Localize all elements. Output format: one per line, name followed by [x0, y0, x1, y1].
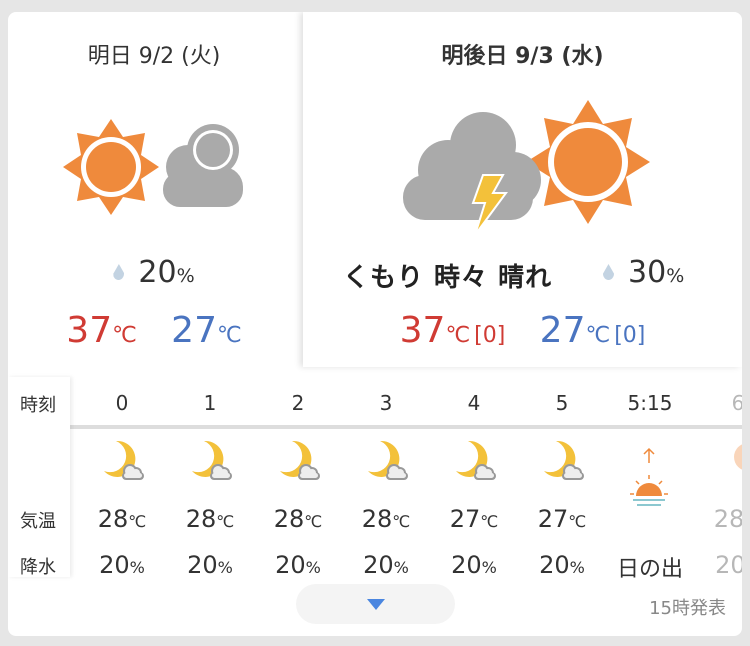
- tomorrow-precip: 20%: [8, 255, 300, 290]
- raindrop-icon: [113, 264, 125, 280]
- triangle-down-icon: [367, 599, 385, 610]
- hour-precip: 20%: [363, 551, 409, 579]
- hour-column: 5 27℃ 20%: [518, 377, 606, 579]
- hour-temp: 28℃: [273, 505, 323, 533]
- hour-temp: 28℃: [713, 505, 742, 533]
- tomorrow-temps: 37℃ 27℃: [8, 310, 300, 351]
- hourly-columns: 0 28℃ 20% 1 28℃ 20% 2 28℃ 20% 3 28℃ 20% 4 27℃ 20% 5 27℃ 2…: [70, 377, 742, 582]
- hour-column: 3 28℃ 20%: [342, 377, 430, 579]
- sun-then-cloud-icon: [63, 119, 243, 215]
- day-after-temps: 37℃ [0] 27℃ [0]: [303, 310, 742, 351]
- expand-button[interactable]: [296, 584, 455, 624]
- label-time: 時刻: [20, 395, 56, 416]
- day-after-weather: くもり 時々 晴れ: [343, 263, 553, 293]
- hour-temp: 27℃: [449, 505, 499, 533]
- moon-cloud-icon: [456, 440, 496, 480]
- hour-column: 2 28℃ 20%: [254, 377, 342, 579]
- divider: [70, 425, 742, 429]
- hour-time: 5:15: [627, 391, 673, 415]
- day-after-precip: 30%: [603, 255, 684, 290]
- hour-temp: 27℃: [537, 505, 587, 533]
- sun-cloud-icon: [734, 444, 742, 470]
- moon-cloud-icon: [104, 440, 144, 480]
- hour-precip: 20%: [451, 551, 497, 579]
- row-labels: 時刻 気温 降水: [8, 377, 70, 578]
- hour-time: 0: [115, 391, 129, 415]
- hour-time: 5: [555, 391, 569, 415]
- hour-temp: 28℃: [97, 505, 147, 533]
- day-after-low: 27℃ [0]: [539, 310, 646, 351]
- moon-cloud-icon: [544, 440, 584, 480]
- tomorrow-title: 明日 9/2 (火): [87, 44, 221, 69]
- hour-precip: 20%: [275, 551, 321, 579]
- moon-cloud-icon: [368, 440, 408, 480]
- hour-time: 4: [467, 391, 481, 415]
- hour-time: 1: [203, 391, 217, 415]
- sunrise-icon: [630, 447, 668, 506]
- tomorrow-high: 37℃: [66, 310, 137, 351]
- hour-column: 1 28℃ 20%: [166, 377, 254, 579]
- hour-column: 6 28℃ 20%: [694, 377, 742, 579]
- hour-precip: 20%: [539, 551, 585, 579]
- hour-temp: 28℃: [185, 505, 235, 533]
- hour-event: 日の出: [616, 557, 683, 582]
- hour-precip: 20%: [99, 551, 145, 579]
- moon-cloud-icon: [280, 440, 320, 480]
- raindrop-icon: [603, 264, 614, 280]
- hourly-forecast[interactable]: 時刻 気温 降水 0 28℃ 20% 1 28℃ 20% 2 28℃ 20% 3 28℃ 20% 4 27…: [8, 377, 742, 582]
- label-temp: 気温: [20, 511, 56, 532]
- hour-precip: 20%: [715, 551, 742, 579]
- hour-precip: 20%: [187, 551, 233, 579]
- moon-cloud-icon: [192, 440, 232, 480]
- hour-column: 5:15 日の出: [606, 377, 694, 582]
- hour-temp: 28℃: [361, 505, 411, 533]
- label-precip: 降水: [20, 557, 56, 578]
- forecast-card: 明日 9/2 (火) 20% 37℃ 27℃ 明後日 9/3 (水) くもり 時…: [8, 12, 742, 636]
- issued-time: 15時発表: [649, 598, 726, 619]
- hour-column: 0 28℃ 20%: [78, 377, 166, 579]
- hour-time: 2: [291, 391, 305, 415]
- day-after-high: 37℃ [0]: [399, 310, 506, 351]
- hour-time: 3: [379, 391, 393, 415]
- tomorrow-panel: 明日 9/2 (火) 20% 37℃ 27℃: [8, 12, 300, 367]
- hour-time: 6: [731, 391, 742, 415]
- day-after-panel: 明後日 9/3 (水) くもり 時々 晴れ 30% 37℃ [0] 27℃ [0]: [303, 12, 742, 367]
- thunder-cloud-then-sun-icon: [403, 100, 650, 236]
- tomorrow-low: 27℃: [171, 310, 242, 351]
- day-after-title: 明後日 9/3 (水): [441, 44, 604, 69]
- hour-column: 4 27℃ 20%: [430, 377, 518, 579]
